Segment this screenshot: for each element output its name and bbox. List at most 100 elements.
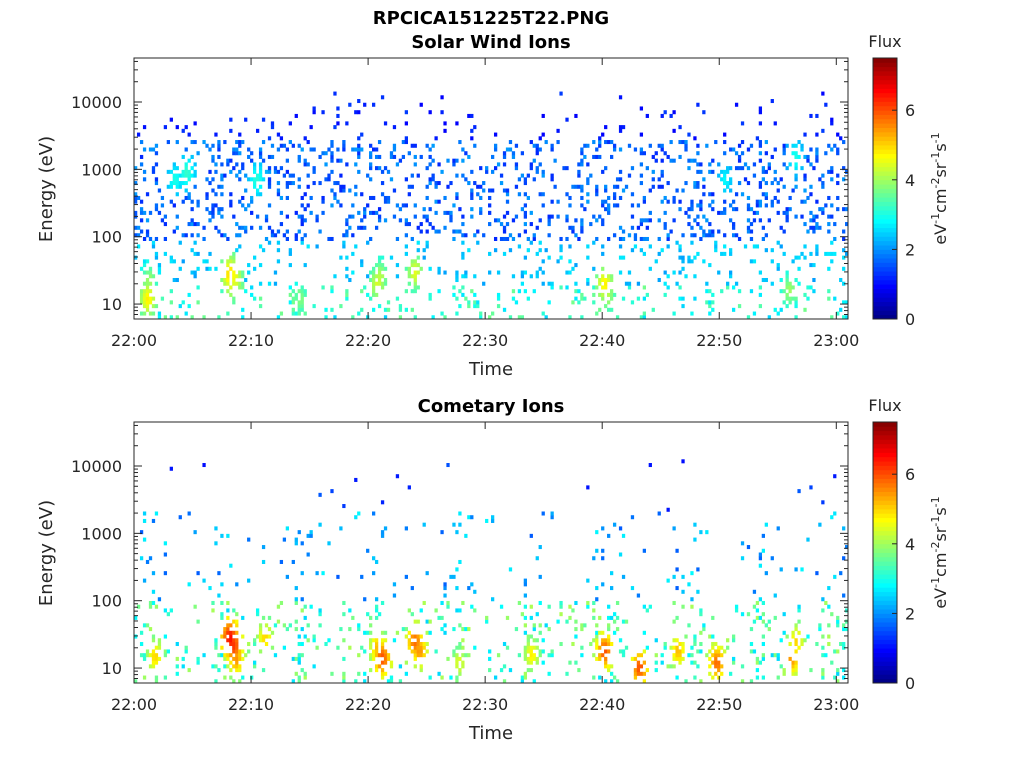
heatmap-cell (535, 660, 539, 665)
heatmap-cell (482, 181, 486, 186)
heatmap-cell (809, 485, 813, 490)
heatmap-cell (496, 162, 501, 167)
heatmap-cell (553, 184, 557, 189)
heatmap-cell (369, 296, 373, 301)
heatmap-cell (595, 641, 599, 647)
heatmap-cell (377, 281, 382, 286)
heatmap-cell (372, 210, 376, 215)
heatmap-cell (502, 236, 507, 241)
heatmap-cell (737, 236, 742, 241)
heatmap-cell (416, 248, 420, 253)
heatmap-cell (541, 192, 545, 197)
heatmap-cell (184, 169, 188, 174)
heatmap-cell (505, 199, 510, 204)
heatmap-cell (693, 255, 697, 260)
heatmap-cell (187, 304, 191, 309)
heatmap-cell (255, 634, 260, 639)
heatmap-cell (300, 541, 304, 546)
heatmap-cell (842, 668, 846, 673)
heatmap-cell (618, 236, 623, 241)
heatmap-cell (452, 229, 456, 234)
heatmap-cell (238, 649, 242, 654)
heatmap-cell (523, 578, 527, 583)
heatmap-cell (279, 311, 284, 316)
heatmap-cell (154, 660, 159, 665)
heatmap-cell (413, 664, 417, 669)
heatmap-cell (550, 199, 554, 204)
heatmap-cell (523, 203, 527, 208)
heatmap-cell (377, 255, 382, 260)
heatmap-cell (696, 162, 700, 167)
heatmap-cell (264, 214, 269, 219)
heatmap-cell (273, 270, 278, 275)
heatmap-cell (404, 266, 408, 271)
colorbar-segment (873, 227, 897, 233)
heatmap-cell (357, 147, 361, 152)
heatmap-cell (592, 300, 596, 305)
heatmap-cell (755, 210, 760, 215)
heatmap-cell (574, 233, 578, 238)
heatmap-cell (538, 248, 542, 253)
heatmap-cell (836, 173, 840, 178)
heatmap-cell (779, 289, 783, 294)
heatmap-cell (253, 296, 257, 301)
heatmap-cell (374, 281, 379, 286)
heatmap-cell (711, 169, 715, 174)
heatmap-cell (407, 151, 411, 156)
heatmap-cell (357, 311, 361, 316)
heatmap-cell (737, 181, 742, 186)
heatmap-cell (610, 154, 614, 159)
heatmap-cell (559, 600, 563, 605)
heatmap-cell (380, 660, 385, 665)
colorbar-segment (873, 435, 897, 440)
heatmap-cell (461, 255, 465, 260)
heatmap-cell (235, 664, 239, 669)
heatmap-cell (253, 641, 257, 647)
heatmap-cell (812, 277, 816, 283)
heatmap-cell (705, 653, 709, 658)
heatmap-cell (604, 199, 608, 204)
heatmap-cell (351, 270, 355, 275)
heatmap-cell (663, 151, 667, 156)
heatmap-cell (743, 162, 748, 167)
heatmap-cell (535, 638, 539, 643)
heatmap-cell (601, 274, 605, 279)
heatmap-cell (791, 285, 795, 290)
heatmap-cell (526, 634, 530, 639)
heatmap-cell (461, 638, 465, 643)
heatmap-cell (217, 143, 221, 148)
heatmap-cell (607, 307, 611, 312)
heatmap-cell (136, 244, 141, 249)
heatmap-cell (134, 181, 138, 186)
heatmap-cell (184, 195, 188, 200)
heatmap-cell (175, 181, 179, 186)
heatmap-cell (740, 556, 745, 561)
heatmap-cell (788, 289, 792, 294)
heatmap-cell (699, 203, 703, 208)
heatmap-cell (342, 612, 346, 617)
heatmap-cell (711, 641, 715, 647)
heatmap-cell (425, 244, 429, 249)
heatmap-cell (383, 121, 388, 126)
heatmap-cell (514, 184, 519, 189)
heatmap-cell (746, 166, 751, 171)
heatmap-cell (592, 292, 596, 297)
heatmap-cell (538, 545, 542, 550)
heatmap-cell (586, 162, 590, 167)
colorbar-segment (873, 232, 897, 237)
heatmap-cell (800, 567, 804, 572)
heatmap-cell (488, 315, 492, 320)
heatmap-cell (270, 154, 275, 159)
heatmap-cell (818, 225, 822, 230)
heatmap-cell (357, 623, 361, 628)
heatmap-cell (642, 236, 646, 241)
heatmap-cell (618, 169, 623, 174)
heatmap-cell (145, 296, 150, 301)
heatmap-cell (734, 102, 739, 107)
heatmap-cell (529, 615, 533, 620)
colorbar-segment (873, 539, 897, 545)
heatmap-cell (407, 638, 411, 643)
colorbar-tick-label: 2 (905, 240, 915, 259)
heatmap-cell (648, 266, 652, 271)
heatmap-cell (491, 188, 495, 193)
